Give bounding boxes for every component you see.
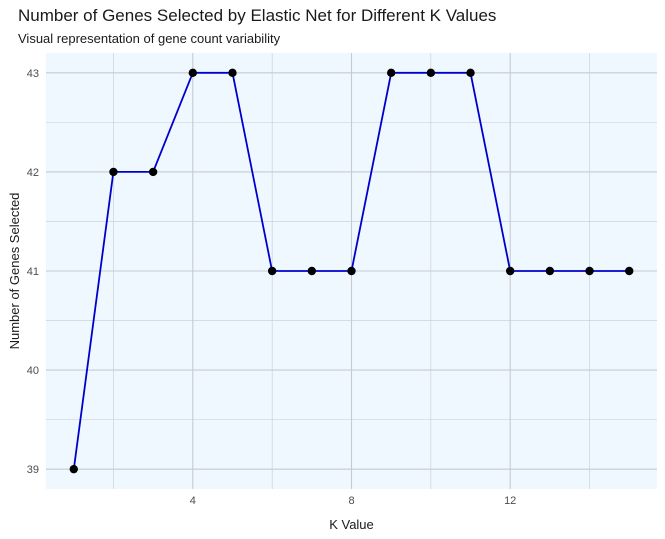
data-point — [545, 266, 555, 276]
x-tick-label: 12 — [504, 495, 516, 507]
x-axis-ticks: 4 8 12 — [190, 495, 517, 507]
data-point — [307, 266, 317, 276]
y-tick-label: 41 — [27, 266, 39, 278]
data-point — [347, 266, 356, 276]
data-point — [69, 464, 78, 474]
data-point — [267, 266, 277, 276]
x-tick-label: 8 — [348, 495, 354, 507]
y-tick-label: 43 — [27, 68, 39, 80]
data-point — [506, 266, 515, 276]
data-points — [69, 68, 634, 474]
y-tick-label: 39 — [27, 464, 39, 476]
data-point — [109, 167, 118, 177]
data-point — [228, 68, 237, 78]
data-point — [585, 266, 594, 276]
chart-title: Number of Genes Selected by Elastic Net … — [18, 6, 497, 25]
x-axis-title: K Value — [329, 517, 374, 532]
data-point — [188, 68, 197, 78]
data-point — [148, 167, 158, 177]
data-point — [466, 68, 475, 78]
x-tick-label: 4 — [190, 495, 196, 507]
data-point — [625, 266, 634, 276]
data-point — [386, 68, 396, 78]
y-axis-ticks: 39 40 41 42 43 — [27, 68, 39, 476]
y-tick-label: 42 — [27, 167, 39, 179]
y-tick-label: 40 — [27, 365, 39, 377]
data-point — [426, 68, 436, 78]
chart-subtitle: Visual representation of gene count vari… — [18, 31, 281, 46]
y-axis-title: Number of Genes Selected — [7, 193, 22, 350]
